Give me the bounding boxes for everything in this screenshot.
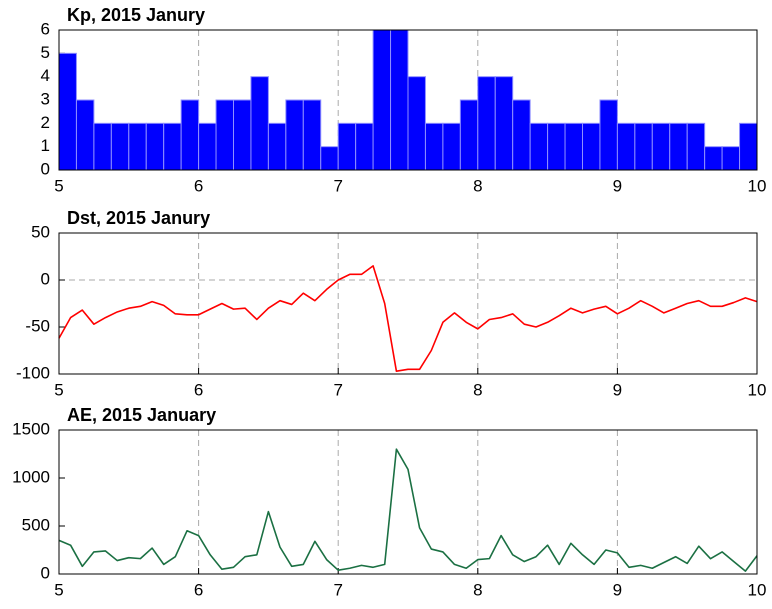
x-tick-label: 6	[194, 380, 203, 399]
bar	[75, 99, 95, 171]
plot-frame	[58, 29, 758, 171]
x-tick-label: 6	[194, 580, 203, 599]
bar	[477, 76, 496, 171]
bar	[250, 76, 269, 171]
chart-title: Dst, 2015 Janury	[67, 208, 210, 228]
bar	[442, 122, 461, 171]
y-tick-label: 1	[41, 136, 50, 155]
bar	[58, 52, 77, 171]
bar	[634, 122, 653, 171]
bar	[390, 29, 409, 171]
x-tick-label: 10	[748, 380, 767, 399]
bar	[198, 122, 217, 171]
bar	[337, 122, 357, 171]
data-line	[58, 448, 758, 572]
x-tick-label: 8	[473, 176, 482, 195]
x-tick-label: 9	[613, 176, 622, 195]
bar	[110, 122, 130, 171]
bar	[721, 146, 741, 171]
bar	[686, 122, 706, 171]
x-tick-label: 9	[613, 580, 622, 599]
y-tick-label: 0	[41, 563, 50, 582]
bar	[320, 146, 339, 171]
bar	[302, 99, 322, 171]
y-tick-label: -50	[25, 316, 50, 335]
bar	[564, 122, 583, 171]
bar	[599, 99, 618, 171]
plot-frame	[58, 429, 758, 575]
x-tick-label: 10	[748, 176, 767, 195]
bar	[233, 99, 252, 171]
bar	[355, 122, 374, 171]
x-tick-label: 6	[194, 176, 203, 195]
y-tick-label: 0	[41, 159, 50, 178]
x-tick-label: 10	[748, 580, 767, 599]
bar	[424, 122, 444, 171]
bar	[494, 76, 514, 171]
bar	[215, 99, 235, 171]
x-tick-label: 5	[54, 176, 63, 195]
bar	[285, 99, 304, 171]
bar	[145, 122, 165, 171]
chart-title: AE, 2015 January	[67, 405, 216, 425]
y-tick-label: 1000	[12, 467, 50, 486]
bar	[372, 29, 392, 171]
x-tick-label: 9	[613, 380, 622, 399]
bar	[93, 122, 112, 171]
chart-title: Kp, 2015 Janury	[67, 5, 205, 25]
bar	[547, 122, 566, 171]
x-tick-label: 5	[54, 380, 63, 399]
y-tick-label: 0	[41, 269, 50, 288]
bar	[163, 122, 182, 171]
y-tick-label: 1500	[12, 419, 50, 438]
data-line	[58, 265, 758, 372]
bar	[459, 99, 479, 171]
bar	[616, 122, 636, 171]
bar	[407, 76, 426, 171]
x-tick-label: 8	[473, 580, 482, 599]
y-tick-label: 2	[41, 113, 50, 132]
bar	[267, 122, 287, 171]
x-tick-label: 7	[333, 380, 342, 399]
bar	[512, 99, 531, 171]
bar	[739, 122, 758, 171]
bar	[529, 122, 549, 171]
y-tick-label: 5	[41, 43, 50, 62]
x-tick-label: 7	[333, 176, 342, 195]
bar	[651, 122, 671, 171]
y-tick-label: 500	[22, 515, 50, 534]
bar	[704, 146, 723, 171]
bar	[669, 122, 688, 171]
bar	[582, 122, 601, 171]
y-tick-label: -100	[16, 363, 50, 382]
x-tick-label: 7	[333, 580, 342, 599]
y-tick-label: 3	[41, 89, 50, 108]
y-tick-label: 50	[31, 222, 50, 241]
x-tick-label: 8	[473, 380, 482, 399]
x-tick-label: 5	[54, 580, 63, 599]
bar	[180, 99, 200, 171]
bar	[128, 122, 147, 171]
y-tick-label: 4	[41, 66, 50, 85]
plot-frame	[58, 232, 758, 375]
y-tick-label: 6	[41, 19, 50, 38]
